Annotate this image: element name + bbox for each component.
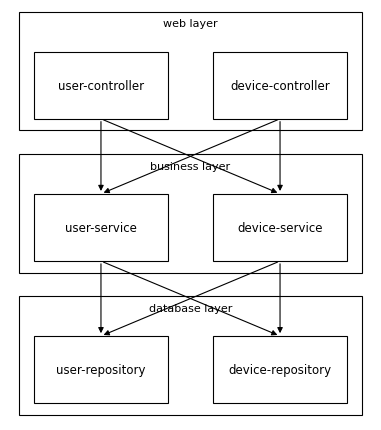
Bar bbox=[34, 52, 168, 119]
Text: user-repository: user-repository bbox=[56, 363, 146, 376]
Bar bbox=[19, 155, 362, 273]
Text: device-service: device-service bbox=[237, 221, 323, 234]
Bar bbox=[34, 194, 168, 261]
Bar bbox=[213, 194, 347, 261]
Text: database layer: database layer bbox=[149, 303, 232, 313]
Text: device-repository: device-repository bbox=[229, 363, 331, 376]
Text: web layer: web layer bbox=[163, 19, 218, 29]
Bar bbox=[213, 336, 347, 403]
Bar bbox=[34, 336, 168, 403]
Bar bbox=[19, 13, 362, 131]
Text: device-controller: device-controller bbox=[230, 80, 330, 92]
Bar bbox=[19, 297, 362, 415]
Bar bbox=[213, 52, 347, 119]
Text: user-controller: user-controller bbox=[58, 80, 144, 92]
Text: user-service: user-service bbox=[65, 221, 137, 234]
Text: business layer: business layer bbox=[150, 161, 231, 171]
